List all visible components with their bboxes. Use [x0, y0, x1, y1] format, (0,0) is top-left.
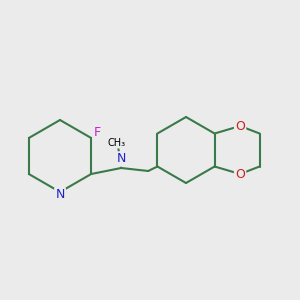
Text: N: N: [55, 188, 65, 202]
Text: CH₃: CH₃: [108, 137, 126, 148]
Text: O: O: [235, 167, 245, 181]
Text: O: O: [235, 119, 245, 133]
Text: F: F: [94, 125, 101, 139]
Text: N: N: [116, 152, 126, 166]
